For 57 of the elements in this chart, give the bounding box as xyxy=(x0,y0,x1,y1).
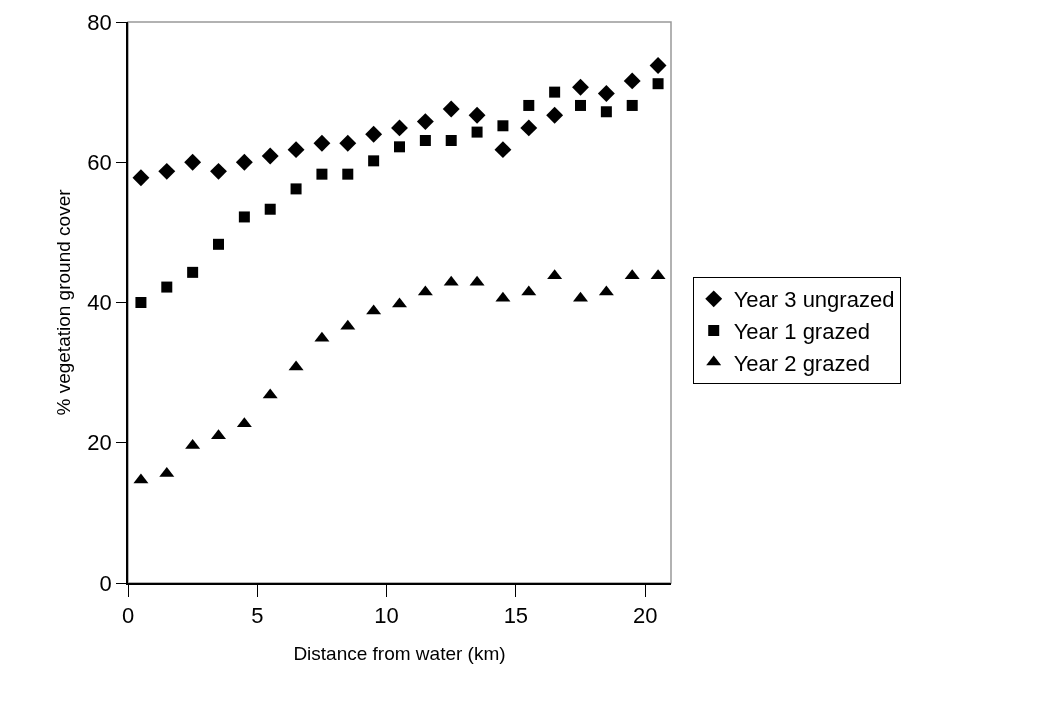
point xyxy=(213,238,224,250)
point xyxy=(238,211,250,223)
point xyxy=(187,266,199,278)
point xyxy=(600,106,612,118)
point xyxy=(520,119,538,137)
x-tick-label: 0 xyxy=(121,603,135,629)
x-tick-label: 20 xyxy=(632,603,658,629)
point xyxy=(391,119,408,137)
point xyxy=(365,125,383,143)
legend-label: Year 1 grazed xyxy=(733,319,870,345)
point xyxy=(597,85,615,102)
point xyxy=(523,99,535,111)
point xyxy=(264,203,276,215)
y-axis-title: % vegetation ground cover xyxy=(52,188,74,416)
point xyxy=(210,162,227,180)
point xyxy=(368,155,380,167)
point xyxy=(419,135,431,147)
point xyxy=(652,78,664,90)
point xyxy=(497,120,509,132)
point xyxy=(626,99,638,111)
point xyxy=(575,99,586,111)
y-tick-label: 60 xyxy=(87,149,112,175)
x-tick-label: 15 xyxy=(503,603,529,629)
point xyxy=(394,141,405,153)
point xyxy=(416,113,434,131)
y-tick-label: 0 xyxy=(99,570,112,596)
y-tick-label: 40 xyxy=(87,290,112,316)
point xyxy=(442,100,460,118)
point xyxy=(316,168,328,180)
point xyxy=(445,135,457,147)
y-tick-label: 80 xyxy=(87,9,112,35)
point xyxy=(161,281,173,293)
point xyxy=(623,72,641,90)
x-tick-label: 10 xyxy=(374,603,399,629)
point xyxy=(342,168,354,180)
point xyxy=(649,57,667,74)
point xyxy=(290,183,302,195)
point xyxy=(261,147,279,165)
point xyxy=(313,134,331,152)
point xyxy=(235,153,253,171)
y-tick-label: 20 xyxy=(87,430,112,456)
point xyxy=(339,134,357,152)
point xyxy=(572,78,589,96)
point xyxy=(468,106,486,124)
point xyxy=(135,297,147,308)
point xyxy=(546,106,564,124)
x-axis-title: Distance from water (km) xyxy=(293,643,506,665)
point xyxy=(287,141,305,159)
point xyxy=(549,86,561,98)
legend-label: Year 2 grazed xyxy=(733,350,870,376)
legend-label: Year 3 ungrazed xyxy=(733,287,895,313)
point xyxy=(132,169,150,187)
point xyxy=(494,141,512,159)
x-tick-label: 5 xyxy=(251,603,264,629)
point xyxy=(184,153,202,171)
point xyxy=(158,162,176,180)
point xyxy=(471,126,483,138)
